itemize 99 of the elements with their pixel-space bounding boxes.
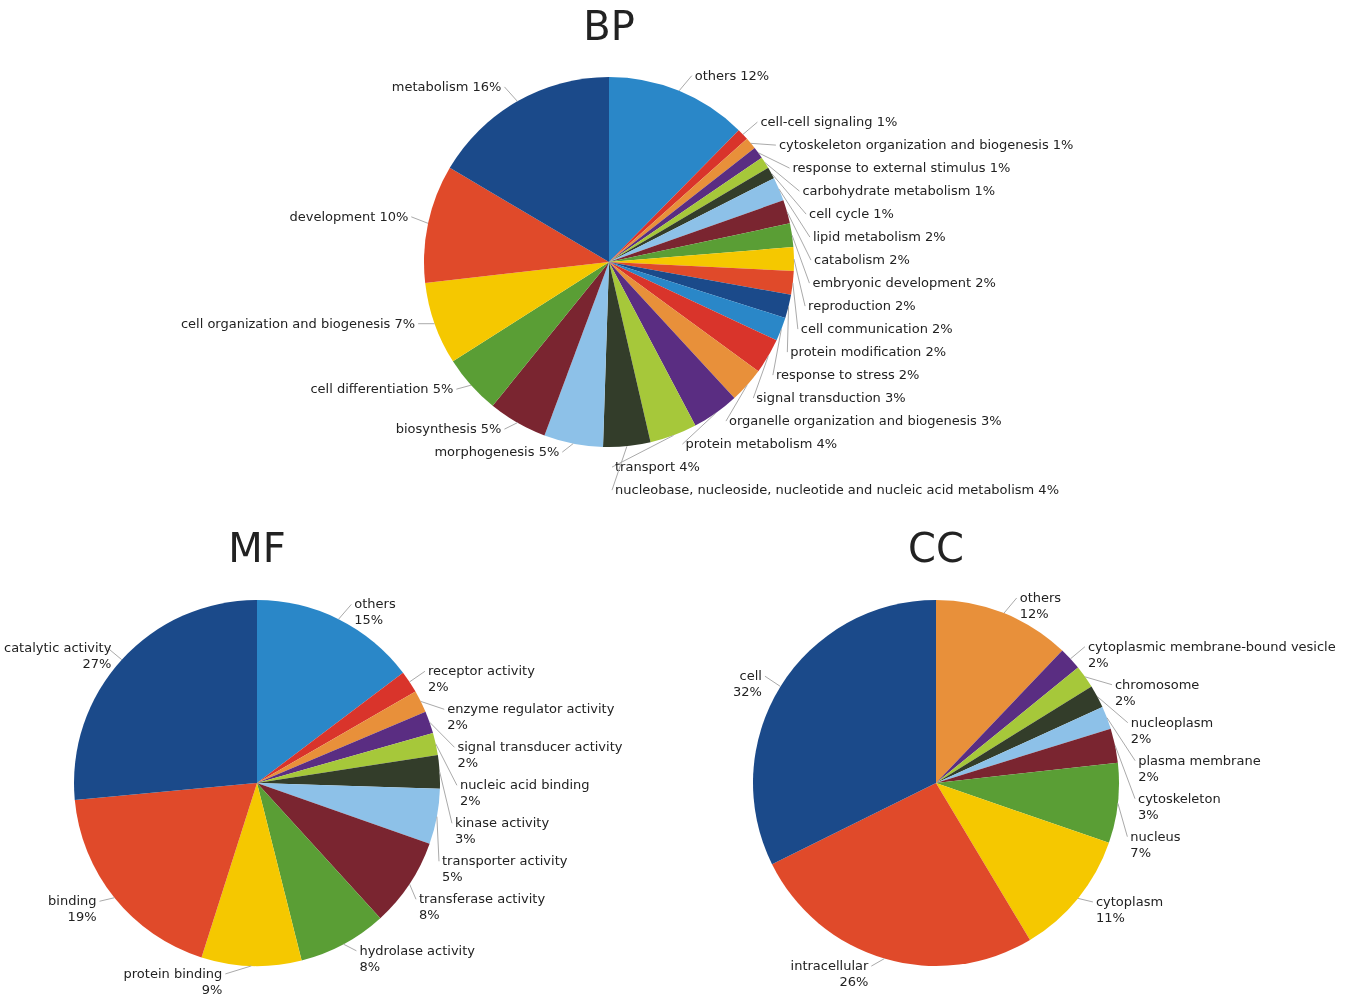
- data-label: 2%: [427, 679, 449, 695]
- data-label: 19%: [67, 909, 97, 925]
- slice-label: nucleobase, nucleoside, nucleotide and nucleic acid metabolism 4%: [615, 482, 1059, 498]
- slice-label: cell-cell signaling 1%: [760, 114, 898, 130]
- slice-label: cytoplasm: [1095, 893, 1164, 909]
- pie-slice: [425, 262, 609, 362]
- slice-label: nucleus: [1130, 828, 1181, 844]
- slice-label: enzyme regulator activity: [447, 701, 615, 717]
- slice-label: cell differentiation 5%: [310, 381, 454, 397]
- data-label: 2%: [447, 717, 468, 733]
- slice-label: nucleoplasm: [1130, 714, 1214, 730]
- pie-slice: [936, 686, 1103, 783]
- slice-label: embryonic development 2%: [812, 275, 996, 291]
- data-label: 2%: [1130, 730, 1152, 746]
- data-label: 8%: [419, 907, 440, 923]
- slice-label: transport 4%: [615, 459, 700, 475]
- slice-label: response to stress 2%: [775, 367, 920, 383]
- pie-slice: [609, 262, 786, 341]
- pie-slice: [257, 672, 416, 783]
- slice-label: development 10%: [289, 208, 409, 224]
- data-label: 2%: [457, 755, 479, 771]
- slice-label: cell communication 2%: [800, 321, 953, 337]
- pie-slice: [257, 732, 438, 783]
- data-label: 8%: [359, 958, 381, 974]
- slice-label: catalytic activity: [4, 639, 112, 655]
- slice-label: protein modification 2%: [790, 344, 947, 360]
- data-label: 27%: [82, 655, 112, 671]
- slice-label: cell organization and biogenesis 7%: [180, 315, 416, 331]
- data-label: 12%: [1019, 605, 1049, 621]
- slice-label: hydrolase activity: [359, 942, 476, 958]
- pie-slice: [544, 262, 609, 447]
- slice-label: protein metabolism 4%: [685, 436, 838, 452]
- pie-slice: [257, 754, 440, 789]
- pie-slice: [452, 262, 609, 406]
- slice-label: binding: [48, 893, 97, 909]
- pie-slice: [603, 262, 651, 447]
- data-label: 2%: [1114, 692, 1136, 708]
- slice-label: cytoskeleton: [1138, 790, 1221, 806]
- pie-slice: [936, 728, 1118, 783]
- pie-slice: [201, 783, 302, 966]
- data-label: 2%: [1138, 768, 1159, 784]
- chart-title: CC: [908, 525, 964, 571]
- slice-label: response to external stimulus 1%: [792, 160, 1011, 176]
- slice-label: cell: [739, 668, 762, 684]
- slice-label: others: [1019, 589, 1062, 605]
- slice-label: others 12%: [694, 67, 770, 83]
- slice-label: lipid metabolism 2%: [812, 229, 946, 245]
- slice-label: metabolism 16%: [391, 78, 502, 94]
- pie-slice: [609, 223, 794, 262]
- slice-label: transferase activity: [419, 891, 546, 907]
- data-label: 9%: [201, 981, 223, 997]
- slice-label: protein binding: [123, 965, 223, 981]
- chart-title: BP: [583, 3, 635, 49]
- pie-slice: [424, 167, 609, 283]
- pie-slice: [257, 691, 426, 783]
- pie-slice: [609, 262, 759, 398]
- pie-slice: [936, 667, 1092, 783]
- slice-label: chromosome: [1114, 676, 1200, 692]
- data-label: 15%: [354, 612, 384, 628]
- slice-label: carbohydrate metabolism 1%: [802, 183, 996, 199]
- pie-slice: [936, 762, 1119, 843]
- pie-slice: [609, 262, 794, 295]
- slice-label: cell cycle 1%: [809, 206, 894, 222]
- pie-slice: [609, 200, 790, 262]
- slice-label: plasma membrane: [1138, 752, 1261, 768]
- data-label: 2%: [459, 793, 481, 809]
- data-label: 26%: [839, 974, 869, 990]
- pie-slice: [257, 711, 434, 783]
- data-label: 11%: [1095, 909, 1125, 925]
- slice-label: intracellular: [790, 958, 869, 974]
- slice-label: signal transducer activity: [457, 739, 623, 755]
- slice-label: cytoplasmic membrane-bound vesicle: [1087, 638, 1336, 654]
- data-label: 5%: [441, 869, 463, 885]
- slice-label: organelle organization and biogenesis 3%: [728, 413, 1002, 429]
- slice-label: catabolism 2%: [813, 252, 910, 268]
- slice-label: transporter activity: [441, 853, 568, 869]
- chart-title: MF: [228, 525, 286, 571]
- data-label: 2%: [1087, 654, 1109, 670]
- slice-label: kinase activity: [454, 815, 550, 831]
- slice-label: biosynthesis 5%: [395, 421, 502, 437]
- pie-slice: [257, 600, 404, 783]
- data-label: 7%: [1130, 844, 1151, 860]
- slice-label: others: [354, 596, 396, 612]
- slice-label: nucleic acid binding: [459, 777, 590, 793]
- pie-slice: [936, 650, 1079, 783]
- slice-label: reproduction 2%: [808, 298, 916, 314]
- slice-label: cytoskeleton organization and biogenesis 1%: [778, 137, 1074, 153]
- pie-slice: [936, 600, 1063, 783]
- pie-slice: [257, 783, 440, 844]
- pie-slice: [936, 706, 1111, 783]
- data-label: 3%: [454, 831, 476, 847]
- data-label: 3%: [1138, 806, 1159, 822]
- pie-slice: [609, 262, 792, 319]
- data-label: 32%: [733, 684, 762, 700]
- slice-label: receptor activity: [427, 663, 536, 679]
- slice-label: signal transduction 3%: [756, 390, 906, 406]
- pie-slice: [609, 178, 784, 262]
- pie-slice: [609, 262, 777, 372]
- slice-label: morphogenesis 5%: [434, 444, 560, 460]
